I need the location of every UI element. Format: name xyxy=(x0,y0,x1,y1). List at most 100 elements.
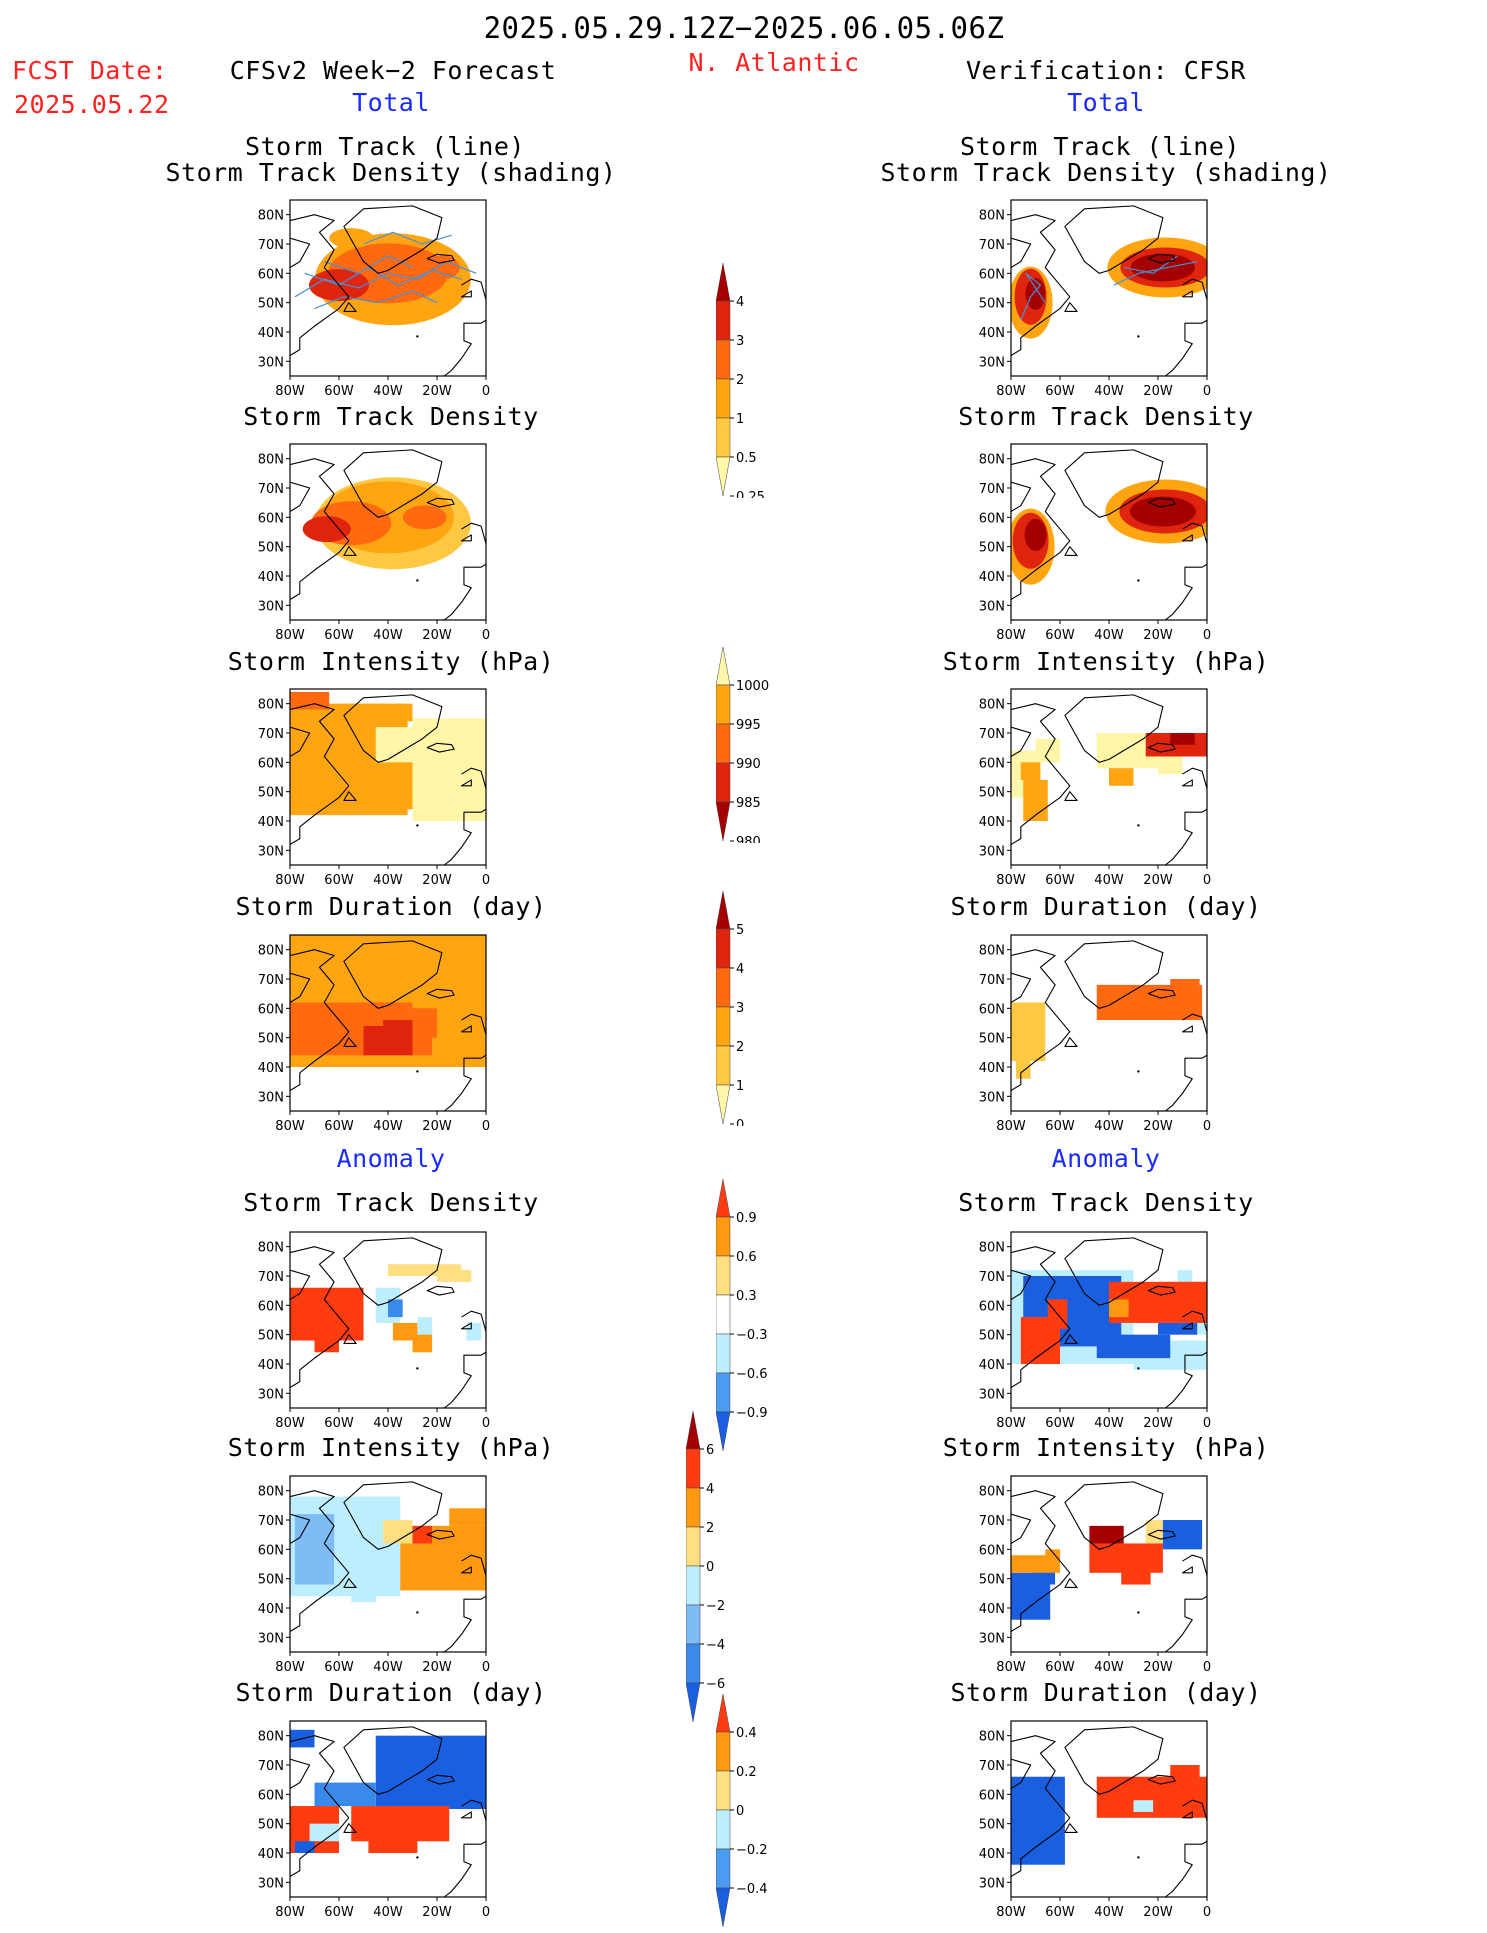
lon-tick-label: 60W xyxy=(1045,1660,1075,1675)
map-field xyxy=(1011,1270,1207,1370)
lon-tick-label: 40W xyxy=(373,1119,403,1134)
lat-tick-label: 40N xyxy=(258,1061,284,1076)
forecast-title: CFSv2 Week−2 Forecast xyxy=(229,56,557,85)
lat-tick-label: 60N xyxy=(258,267,284,282)
lat-tick-label: 80N xyxy=(258,1730,284,1745)
lat-tick-label: 80N xyxy=(258,698,284,713)
colorbar-swatch xyxy=(715,684,731,725)
coastline xyxy=(290,694,486,865)
lat-tick-label: 30N xyxy=(979,844,1005,859)
title-density-left: Storm Track Density xyxy=(243,402,539,431)
map-verif-intensity-anom: 80N 70N 60N 50N 40N 30N 80W 60W 40W 20W 0 xyxy=(967,1472,1213,1682)
lat-tick-label: 30N xyxy=(258,355,284,370)
lat-tick-label: 60N xyxy=(258,511,284,526)
lon-tick-label: 80W xyxy=(996,1119,1026,1134)
map-field xyxy=(1011,479,1207,585)
coastline xyxy=(290,940,486,1111)
colorbar-svg: 5 4 3 2 1 0 xyxy=(715,890,744,1133)
colorbar-swatch xyxy=(715,928,731,969)
colorbar-swatch xyxy=(715,1848,731,1889)
colorbar-label: 0.9 xyxy=(736,1211,757,1226)
map-verif-duration-anom: 80N 70N 60N 50N 40N 30N 80W 60W 40W 20W 0 xyxy=(967,1717,1213,1927)
lon-tick-label: 40W xyxy=(373,384,403,399)
colorbar-swatch xyxy=(715,300,731,341)
lon-tick-label: 60W xyxy=(324,628,354,643)
colorbar-label: −0.4 xyxy=(736,1882,768,1897)
lon-tick-label: 80W xyxy=(996,1416,1026,1431)
colorbar-swatch xyxy=(685,1682,701,1723)
coastline xyxy=(1011,1237,1207,1408)
lon-tick-label: 0 xyxy=(1203,1905,1211,1920)
colorbar-duration-anomaly: 0.4 0.2 0 −0.2 −0.4 xyxy=(715,1693,786,1933)
lon-tick-label: 0 xyxy=(482,1416,490,1431)
coastline xyxy=(290,205,486,376)
map-verif-intensity: 80N 70N 60N 50N 40N 30N 80W 60W 40W 20W 0 xyxy=(967,685,1213,895)
map-field xyxy=(1011,1765,1207,1865)
lat-tick-label: 30N xyxy=(979,599,1005,614)
lat-tick-label: 60N xyxy=(979,267,1005,282)
lat-tick-label: 70N xyxy=(258,1759,284,1774)
fcst-date-label: FCST Date: xyxy=(12,56,168,85)
lat-tick-label: 60N xyxy=(979,1788,1005,1803)
lat-tick-label: 60N xyxy=(979,1299,1005,1314)
map-fcst-intensity-anom: 80N 70N 60N 50N 40N 30N 80W 60W 40W 20W 0 xyxy=(246,1472,492,1682)
lon-tick-label: 20W xyxy=(1143,1660,1173,1675)
lon-tick-label: 0 xyxy=(1203,1660,1211,1675)
map-svg: 80N 70N 60N 50N 40N 30N 80W 60W 40W 20W 0 xyxy=(258,934,490,1134)
lon-tick-label: 20W xyxy=(1143,873,1173,888)
lat-tick-label: 60N xyxy=(258,1299,284,1314)
map-verif-track-density: 80N 70N 60N 50N 40N 30N 80W 60W 40W 20W 0 xyxy=(967,196,1213,406)
colorbar-label: −0.9 xyxy=(736,1406,768,1421)
lat-tick-label: 70N xyxy=(258,238,284,253)
title-track-line-right: Storm Track (line) xyxy=(960,132,1240,161)
lon-tick-label: 80W xyxy=(996,1905,1026,1920)
lon-tick-label: 20W xyxy=(422,1416,452,1431)
lat-tick-label: 40N xyxy=(979,570,1005,585)
colorbar-svg: 0.9 0.6 0.3 −0.3 −0.6 −0.9 xyxy=(715,1178,768,1452)
colorbar-label: 5 xyxy=(736,923,744,938)
map-fcst-density: 80N 70N 60N 50N 40N 30N 80W 60W 40W 20W 0 xyxy=(246,440,492,650)
colorbar-label: −0.6 xyxy=(736,1367,768,1382)
colorbar-label: 0.2 xyxy=(736,1765,757,1780)
lon-tick-label: 60W xyxy=(324,873,354,888)
lon-tick-label: 80W xyxy=(275,384,305,399)
colorbar-label: −4 xyxy=(706,1638,725,1653)
colorbar-swatch xyxy=(715,1411,731,1452)
lat-tick-label: 70N xyxy=(979,973,1005,988)
lon-tick-label: 0 xyxy=(482,1660,490,1675)
lat-tick-label: 60N xyxy=(258,1002,284,1017)
lat-tick-label: 80N xyxy=(258,453,284,468)
lon-tick-label: 0 xyxy=(1203,1119,1211,1134)
lat-tick-label: 40N xyxy=(979,1358,1005,1373)
colorbar-swatch xyxy=(715,1693,731,1733)
colorbar-swatch xyxy=(715,456,731,497)
colorbar-swatch xyxy=(685,1448,701,1489)
colorbar-duration-total: 5 4 3 2 1 0 xyxy=(715,890,786,1133)
coastline xyxy=(1011,1481,1207,1652)
coastline xyxy=(1011,205,1207,376)
lon-tick-label: 20W xyxy=(1143,628,1173,643)
colorbar-swatch xyxy=(715,1294,731,1335)
colorbar-svg: 1000 995 990 985 980 xyxy=(715,646,769,850)
title-intensity-left: Storm Intensity (hPa) xyxy=(227,647,555,676)
lat-tick-label: 60N xyxy=(258,756,284,771)
title-density-right: Storm Track Density xyxy=(958,402,1254,431)
lon-tick-label: 20W xyxy=(422,628,452,643)
lat-tick-label: 60N xyxy=(979,1543,1005,1558)
lon-tick-label: 20W xyxy=(422,1660,452,1675)
title-duration-right: Storm Duration (day) xyxy=(950,892,1262,921)
map-fcst-duration: 80N 70N 60N 50N 40N 30N 80W 60W 40W 20W 0 xyxy=(246,931,492,1141)
colorbar-label: 1 xyxy=(736,1079,744,1094)
map-svg: 80N 70N 60N 50N 40N 30N 80W 60W 40W 20W 0 xyxy=(979,443,1211,643)
lat-tick-label: 50N xyxy=(979,541,1005,556)
title-intensity-anom-right: Storm Intensity (hPa) xyxy=(942,1433,1270,1462)
colorbar-label: −2 xyxy=(706,1599,725,1614)
lon-tick-label: 0 xyxy=(482,384,490,399)
lon-tick-label: 20W xyxy=(422,384,452,399)
colorbar-swatch xyxy=(685,1526,701,1567)
colorbar-svg: 4 3 2 1 0.5 0.25 xyxy=(715,262,765,505)
colorbar-label: 980 xyxy=(736,835,761,843)
lat-tick-label: 30N xyxy=(258,599,284,614)
lon-tick-label: 60W xyxy=(1045,384,1075,399)
coastline xyxy=(290,449,486,620)
